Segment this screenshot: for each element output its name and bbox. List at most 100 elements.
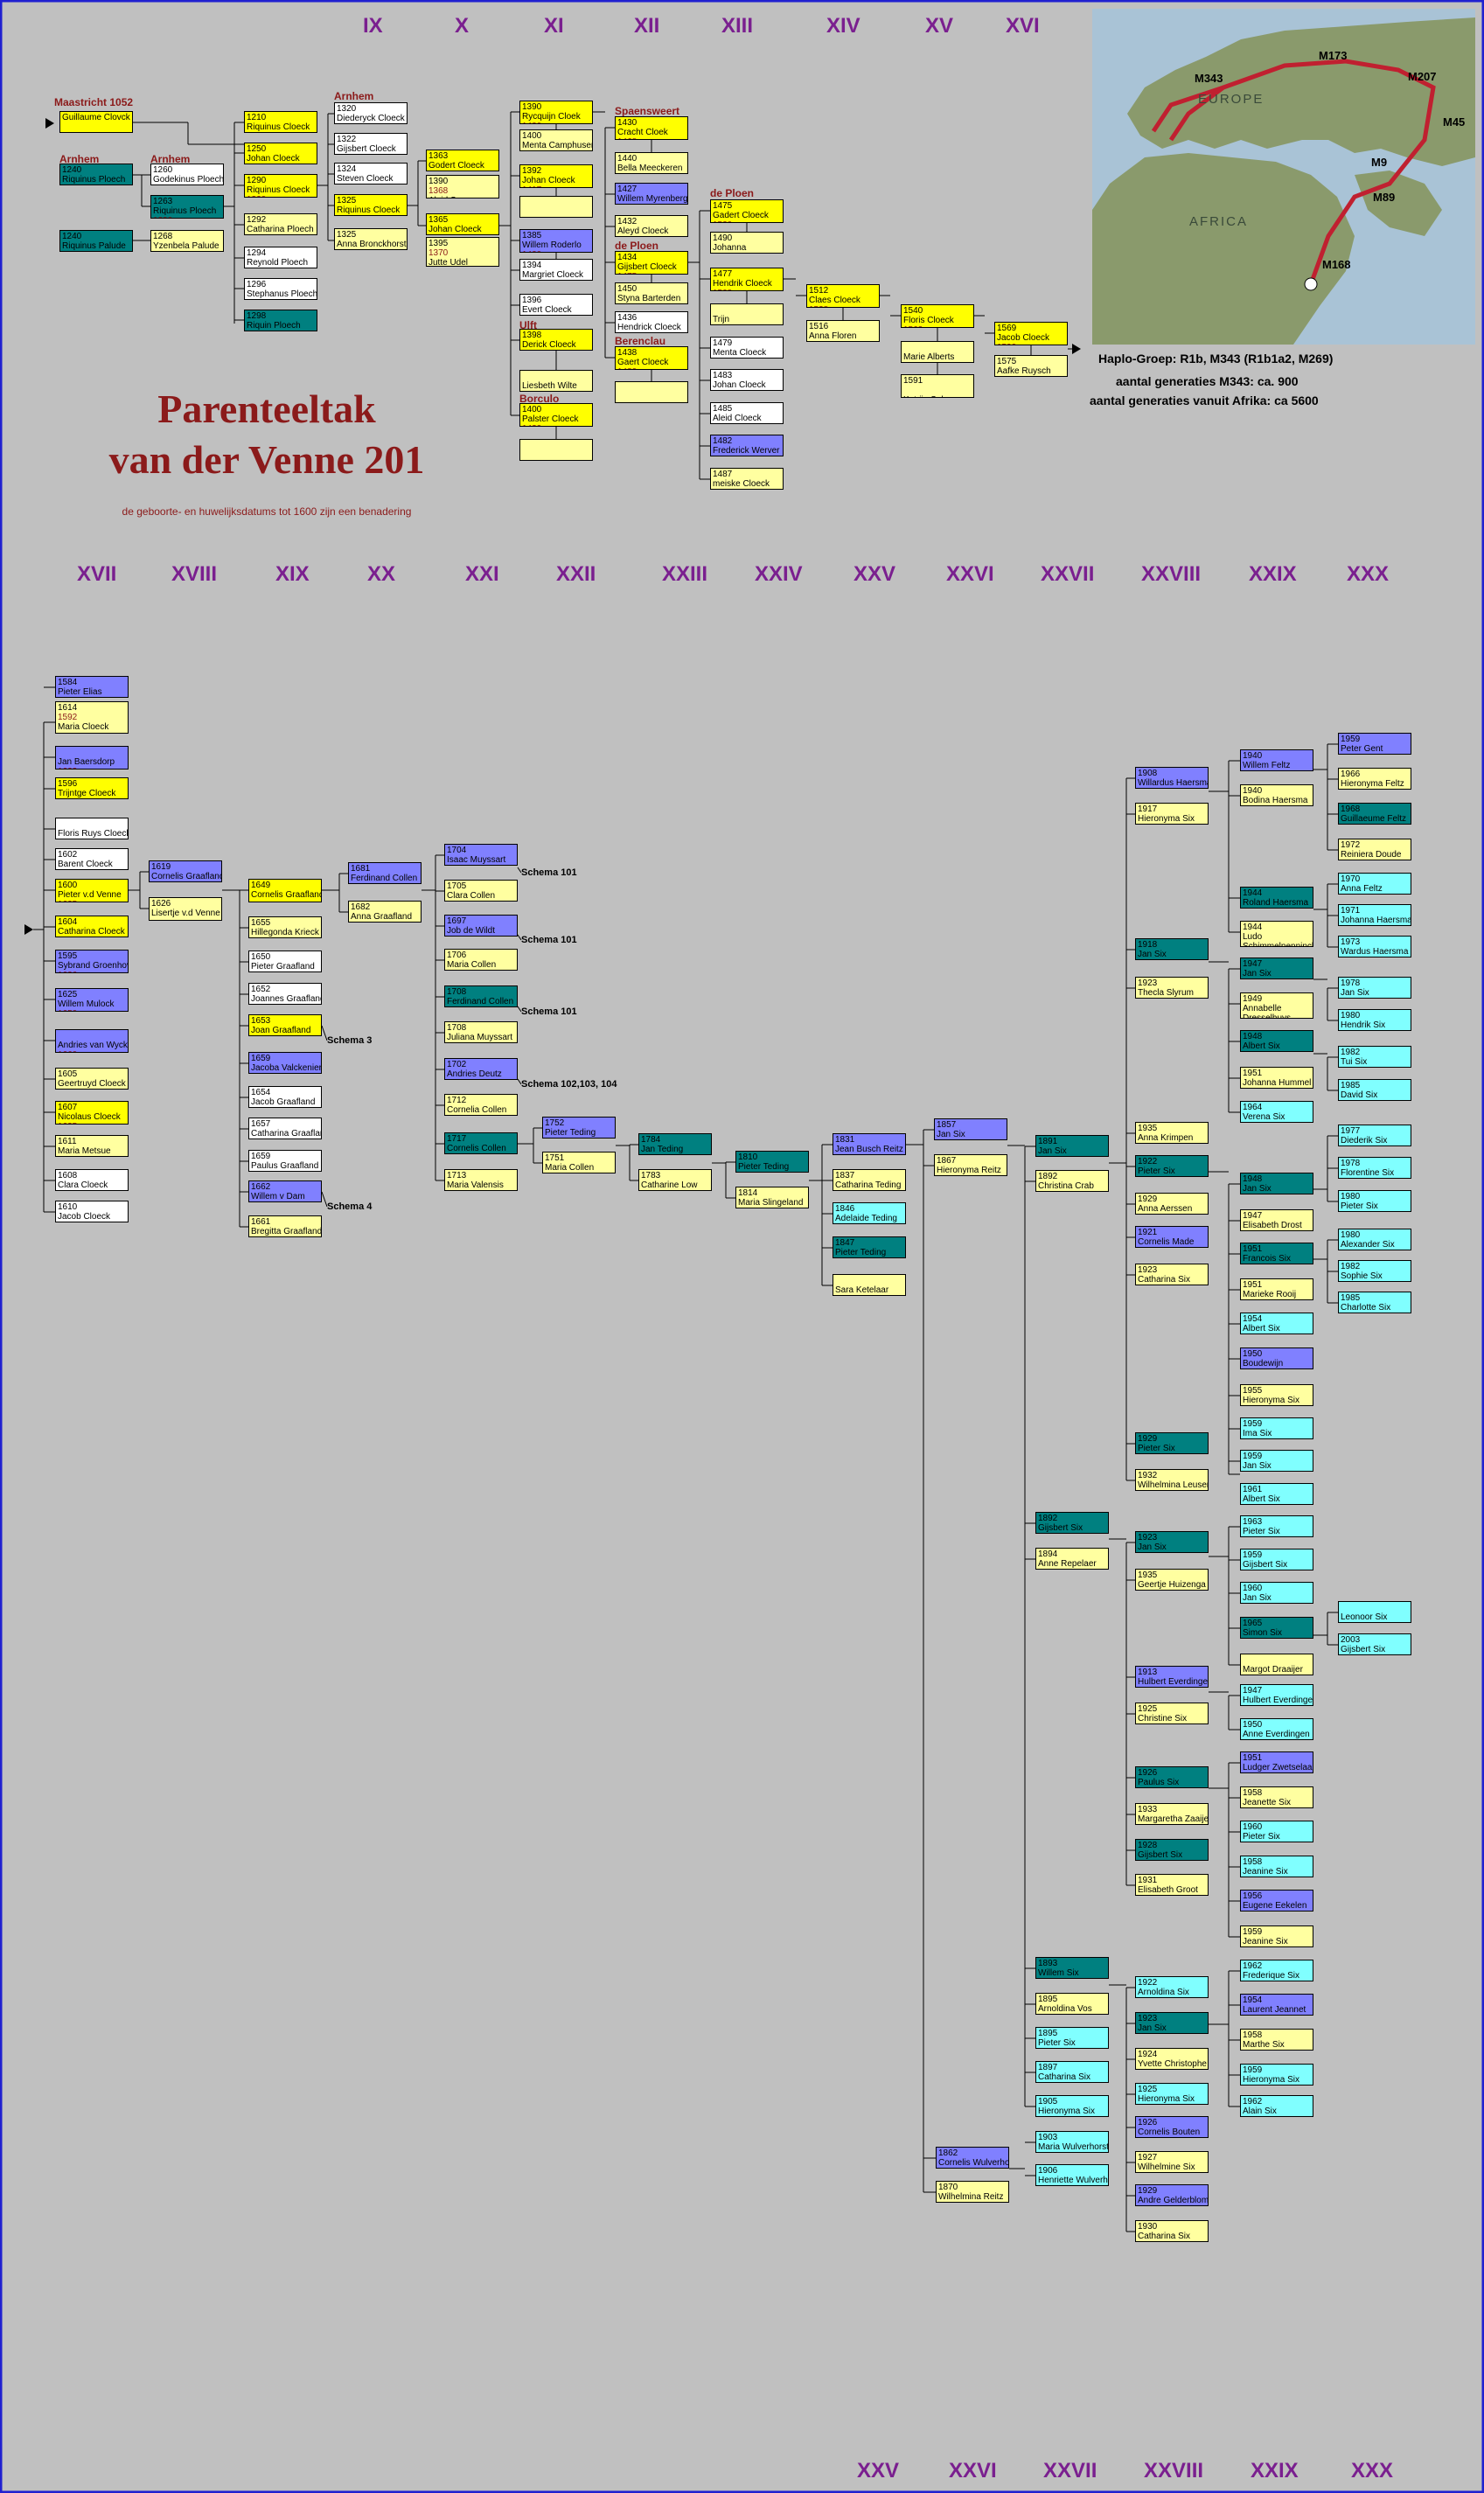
person-box-line: Eugene Eekelen: [1243, 1901, 1307, 1911]
person-box-line: 1847: [835, 1238, 855, 1248]
person-box-line: Elisabeth Groot: [1138, 1885, 1198, 1895]
person-box: 1968 Guillaeume Feltz: [1338, 803, 1411, 825]
person-box-line: Adelaide Teding: [835, 1214, 897, 1223]
person-box: 1427 Willem Myrenberg: [615, 183, 688, 205]
person-box-line: 1294: [247, 248, 267, 258]
place-label: Spaensweert: [615, 105, 680, 117]
person-box: 13901368Aleid Spaen: [426, 175, 499, 198]
person-box-line: 1650: [251, 952, 271, 962]
person-box: 1935 Anna Krimpen: [1135, 1122, 1209, 1144]
person-box-line: [58, 1031, 126, 1041]
person-box: 1294 Reynold Ploech: [244, 247, 317, 268]
person-box-line: 1867: [937, 1156, 957, 1166]
generation-top-xvi: XVI: [1006, 14, 1040, 38]
person-box-line: Pieter Six: [1243, 1832, 1280, 1842]
person-box-line: 2003: [1341, 1635, 1361, 1645]
person-box: 1922 Pieter Six: [1135, 1155, 1209, 1177]
person-box-line: 1928: [1138, 1841, 1158, 1850]
person-box-line: Floris Cloeck: [903, 316, 954, 325]
person-box: 1363 Godert Cloeck: [426, 150, 499, 171]
person-box-line: Jan Six: [1243, 1461, 1272, 1471]
place-label: Arnhem: [150, 153, 191, 165]
person-box: 1894 Anne Repelaer: [1035, 1548, 1109, 1570]
person-box-line: 1485: [713, 404, 733, 414]
person-box-line: 1438: [617, 348, 637, 358]
person-box-line: Sybrand Groenhover: [58, 961, 128, 971]
person-box-line: 1837: [835, 1171, 855, 1180]
place-label: Maastricht 1052: [54, 96, 134, 108]
person-box-line: Dresselhuys: [1243, 1013, 1292, 1019]
person-box-line: Maria Metsue: [58, 1146, 111, 1156]
person-box-line: [1341, 1603, 1409, 1612]
person-box-line: 1290: [153, 216, 221, 218]
person-box: 1929 Pieter Six: [1135, 1432, 1209, 1454]
person-box: 1982 Tui Six: [1338, 1046, 1411, 1068]
map-land-africa: [1092, 153, 1355, 345]
person-box: 1432 Aleyd Cloeck: [615, 215, 688, 237]
person-box-line: Arnoldina Six: [1138, 1988, 1189, 1997]
person-box-line: 1962: [1243, 2097, 1263, 2107]
person-box-line: [58, 819, 126, 829]
person-box-line: Frederick Werver: [713, 446, 780, 456]
person-box: Jan Baersdorp1623: [55, 746, 129, 769]
person-box: 1436 Hendrick Cloeck: [615, 311, 688, 333]
person-box-line: Aleid Cloeck: [713, 414, 762, 423]
person-box-line: Evert Cloeck: [522, 305, 572, 315]
person-box-line: Charlotte Six: [1341, 1303, 1391, 1313]
generation-mid-xxx: XXX: [1347, 562, 1390, 586]
person-box-line: 1575: [997, 357, 1017, 366]
person-box-line: 1956: [1243, 1891, 1263, 1901]
person-box-line: Cornelis Made: [1138, 1237, 1195, 1247]
person-box-line: Floris Ruys Cloeck: [58, 829, 129, 839]
person-box: 1250 Johan Cloeck: [244, 143, 317, 164]
person-box: 1929 Anna Aerssen: [1135, 1193, 1209, 1215]
person-box: Sara Ketelaar: [833, 1274, 906, 1296]
person-box-line: 1370: [428, 248, 449, 258]
person-box-line: Hendrik Six: [1341, 1020, 1386, 1030]
person-box-line: Margriet Cloeck: [522, 270, 584, 280]
person-box-line: Jacob Cloeck: [58, 1212, 111, 1222]
person-box: 1964 Verena Six: [1240, 1101, 1313, 1123]
person-box: 1905 Hieronyma Six: [1035, 2095, 1109, 2117]
person-box-line: Pieter v.d Venne: [58, 890, 122, 900]
map-marker-m207: M207: [1408, 70, 1437, 83]
person-box-line: Simon Six: [1243, 1628, 1283, 1638]
person-box-line: Barent Cloeck: [58, 860, 113, 869]
person-box-line: Maria Slingeland: [738, 1198, 804, 1208]
person-box-line: 1923: [1138, 2014, 1158, 2023]
person-box: 1959 Ima Six: [1240, 1417, 1313, 1439]
person-box-line: Gijsbert Six: [1341, 1645, 1386, 1654]
person-box-line: 1964: [1243, 1103, 1263, 1112]
person-box-line: Guillaeume Feltz: [1341, 814, 1407, 824]
person-box-line: 1296: [247, 280, 267, 289]
person-box-line: 1814: [738, 1188, 758, 1198]
person-box-line: Riquinus Cloeck: [247, 185, 310, 195]
person-box-line: [835, 1276, 903, 1285]
generation-bottom-xxviii: XXVIII: [1144, 2459, 1204, 2483]
person-box-line: 1966: [1341, 769, 1361, 779]
person-box-line: 1605: [58, 1069, 78, 1079]
person-box: 1608 Clara Cloeck: [55, 1169, 129, 1191]
person-box-line: 1625: [58, 900, 126, 902]
person-box: 1925 Hieronyma Six: [1135, 2083, 1209, 2105]
person-box-line: Hendrik Cloeck: [713, 279, 772, 289]
person-box-line: Rycquijn Cloek: [522, 112, 581, 122]
person-box: 1954 Laurent Jeannet: [1240, 1994, 1313, 2016]
person-box-line: 1654: [251, 1088, 271, 1097]
person-box-line: Cornelis Bouten: [1138, 2127, 1201, 2137]
person-box: 1926 Paulus Six: [1135, 1766, 1209, 1788]
person-box-line: Riquinus Cloeck: [247, 122, 310, 132]
generation-top-xii: XII: [634, 14, 660, 38]
person-box-line: 1468: [617, 137, 686, 139]
person-box-line: 1432: [617, 217, 637, 226]
person-box: 1921 Cornelis Made: [1135, 1226, 1209, 1248]
person-box-line: 1712: [447, 1096, 467, 1105]
person-box: 1962 Frederique Six: [1240, 1960, 1313, 1981]
person-box: 1923 Jan Six: [1135, 1531, 1209, 1553]
person-box-line: Cornelis Graafland: [151, 872, 222, 881]
haplo-line3: aantal generaties vanuit Afrika: ca 5600: [1090, 393, 1319, 407]
